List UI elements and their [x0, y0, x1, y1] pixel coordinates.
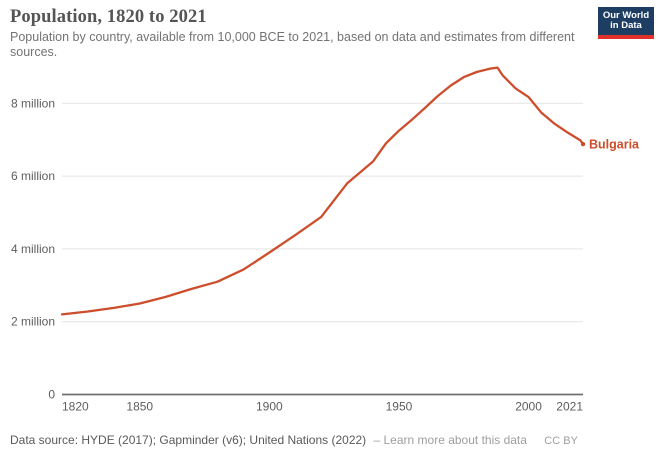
y-tick-label: 8 million — [11, 96, 55, 110]
chart-footer: Data source: HYDE (2017); Gapminder (v6)… — [10, 433, 655, 449]
owid-logo[interactable]: Our World in Data — [598, 7, 654, 39]
x-tick-label: 1900 — [256, 400, 283, 414]
x-tick-label: 1820 — [62, 400, 89, 414]
y-tick-label: 4 million — [11, 242, 55, 256]
line-end-dot — [580, 141, 586, 147]
chart-title: Population, 1820 to 2021 — [10, 7, 207, 27]
license-badge: CC BY — [544, 435, 578, 447]
y-tick-label: 2 million — [11, 315, 55, 329]
owid-logo-line2: in Data — [610, 20, 642, 31]
learn-more-link[interactable]: – Learn more about this data — [373, 433, 527, 447]
owid-logo-line1: Our World — [602, 9, 650, 21]
chart-subtitle: Population by country, available from 10… — [10, 30, 575, 59]
x-tick-label: 1850 — [126, 400, 153, 414]
x-tick-label: 1950 — [386, 400, 413, 414]
x-tick-label: 2000 — [515, 400, 542, 414]
y-tick-label: 0 — [48, 388, 55, 402]
data-source-text: Data source: HYDE (2017); Gapminder (v6)… — [10, 433, 367, 447]
x-tick-label: 2021 — [556, 400, 583, 414]
entity-label[interactable]: Bulgaria — [589, 138, 640, 152]
y-tick-label: 6 million — [11, 169, 55, 183]
data-line-bulgaria[interactable] — [60, 66, 585, 316]
